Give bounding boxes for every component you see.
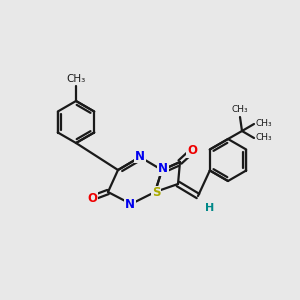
Text: CH₃: CH₃ [232,105,248,114]
Text: N: N [158,163,168,176]
Text: N: N [125,199,135,212]
Text: CH₃: CH₃ [66,74,85,84]
Text: N: N [135,149,145,163]
Text: S: S [152,187,160,200]
Text: CH₃: CH₃ [256,119,273,128]
Text: O: O [87,191,97,205]
Text: H: H [205,203,214,213]
Text: CH₃: CH₃ [256,134,273,142]
Text: O: O [187,145,197,158]
